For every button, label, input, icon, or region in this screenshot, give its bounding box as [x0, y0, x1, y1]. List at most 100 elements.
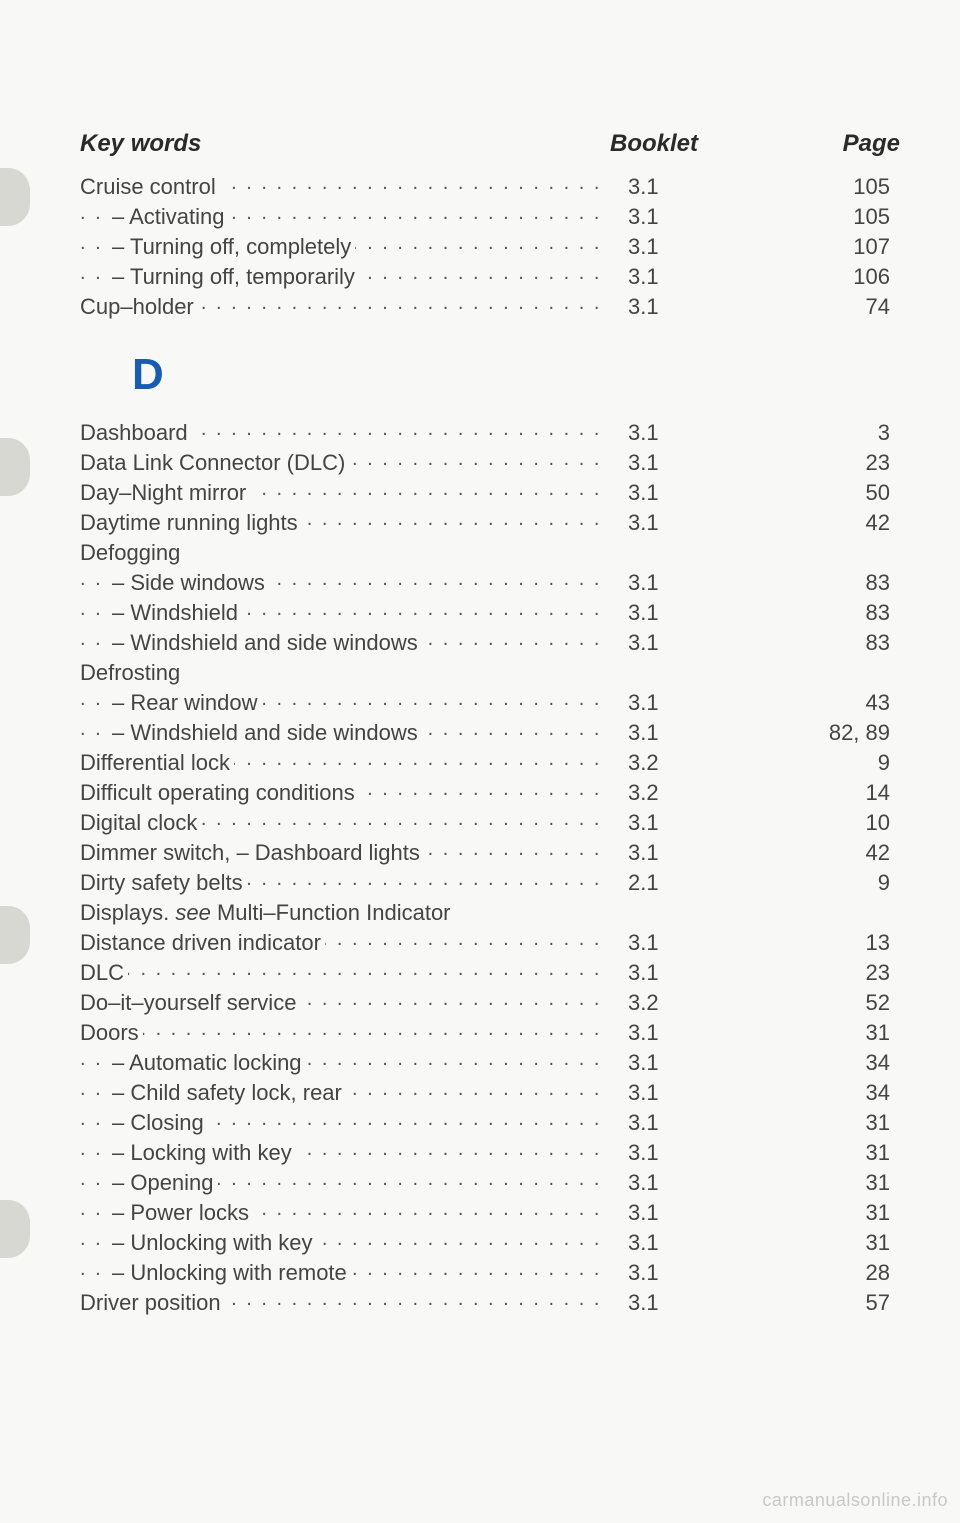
booklet-ref: 3.1 — [610, 838, 700, 868]
keyword-text: – Automatic locking — [112, 1050, 306, 1075]
index-keyword: Cruise control. . . . . . . . . . . . . … — [80, 172, 610, 202]
keyword-text: Cup–holder — [80, 294, 198, 319]
booklet-ref: 3.1 — [610, 478, 700, 508]
index-row: – Turning off, temporarily. . . . . . . … — [80, 262, 910, 292]
index-content: Cruise control. . . . . . . . . . . . . … — [80, 172, 910, 1318]
page-ref: 14 — [700, 778, 910, 808]
index-row: – Unlocking with remote. . . . . . . . .… — [80, 1258, 910, 1288]
index-row: – Unlocking with key. . . . . . . . . . … — [80, 1228, 910, 1258]
binder-tab — [0, 168, 30, 226]
keyword-text: – Windshield — [112, 600, 242, 625]
page-ref: 31 — [700, 1138, 910, 1168]
index-keyword: – Turning off, completely. . . . . . . .… — [80, 232, 610, 262]
page-ref: 13 — [700, 928, 910, 958]
index-keyword: Defogging — [80, 538, 610, 568]
page-ref: 83 — [700, 628, 910, 658]
keyword-text: – Windshield and side windows — [112, 720, 422, 745]
index-row: – Automatic locking. . . . . . . . . . .… — [80, 1048, 910, 1078]
booklet-ref: 3.1 — [610, 202, 700, 232]
index-row: Differential lock. . . . . . . . . . . .… — [80, 748, 910, 778]
index-row: – Child safety lock, rear. . . . . . . .… — [80, 1078, 910, 1108]
header-page: Page — [770, 130, 910, 158]
page-ref: 10 — [700, 808, 910, 838]
keyword-text: – Windshield and side windows — [112, 630, 422, 655]
booklet-ref: 3.1 — [610, 718, 700, 748]
index-keyword: – Rear window. . . . . . . . . . . . . .… — [80, 688, 610, 718]
keyword-text: Defogging — [80, 540, 184, 565]
keyword-text: – Unlocking with key — [112, 1230, 317, 1255]
keyword-text: – Opening — [112, 1170, 218, 1195]
page-ref: 3 — [700, 418, 910, 448]
binder-tab — [0, 906, 30, 964]
booklet-ref: 3.1 — [610, 1078, 700, 1108]
booklet-ref: 3.1 — [610, 1228, 700, 1258]
page-ref: 82, 89 — [700, 718, 910, 748]
keyword-text: Driver position — [80, 1290, 225, 1315]
page-ref: 31 — [700, 1228, 910, 1258]
index-keyword: Differential lock. . . . . . . . . . . .… — [80, 748, 610, 778]
page-ref: 83 — [700, 568, 910, 598]
keyword-text: Do–it–yourself service — [80, 990, 300, 1015]
booklet-ref: 3.1 — [610, 598, 700, 628]
index-row: Doors. . . . . . . . . . . . . . . . . .… — [80, 1018, 910, 1048]
index-row: Displays. see Multi–Function Indicator — [80, 898, 910, 928]
booklet-ref: 3.1 — [610, 418, 700, 448]
index-row: Daytime running lights. . . . . . . . . … — [80, 508, 910, 538]
keyword-text: Data Link Connector (DLC) — [80, 450, 349, 475]
page-ref: 23 — [700, 448, 910, 478]
index-keyword: Distance driven indicator. . . . . . . .… — [80, 928, 610, 958]
booklet-ref: 2.1 — [610, 868, 700, 898]
booklet-ref: 3.2 — [610, 988, 700, 1018]
keyword-text: – Turning off, temporarily — [112, 264, 359, 289]
index-row: Distance driven indicator. . . . . . . .… — [80, 928, 910, 958]
index-keyword: Digital clock. . . . . . . . . . . . . .… — [80, 808, 610, 838]
index-row: Do–it–yourself service. . . . . . . . . … — [80, 988, 910, 1018]
page-ref: 74 — [700, 292, 910, 322]
page-ref: 31 — [700, 1018, 910, 1048]
keyword-text: Day–Night mirror — [80, 480, 250, 505]
column-headers: Key words Booklet Page — [80, 130, 910, 158]
index-keyword: Dimmer switch, – Dashboard lights. . . .… — [80, 838, 610, 868]
index-keyword: Defrosting — [80, 658, 610, 688]
index-row: – Opening. . . . . . . . . . . . . . . .… — [80, 1168, 910, 1198]
page-ref: 107 — [700, 232, 910, 262]
keyword-text: Defrosting — [80, 660, 184, 685]
booklet-ref: 3.1 — [610, 232, 700, 262]
leader-dots: . . . . . . . . . . . . . . . . . . . . … — [80, 1018, 610, 1044]
page-ref: 50 — [700, 478, 910, 508]
booklet-ref: 3.1 — [610, 1288, 700, 1318]
index-row: Data Link Connector (DLC). . . . . . . .… — [80, 448, 910, 478]
index-keyword: – Automatic locking. . . . . . . . . . .… — [80, 1048, 610, 1078]
page-ref: 57 — [700, 1288, 910, 1318]
index-keyword: Daytime running lights. . . . . . . . . … — [80, 508, 610, 538]
index-row: – Closing. . . . . . . . . . . . . . . .… — [80, 1108, 910, 1138]
index-keyword: Data Link Connector (DLC). . . . . . . .… — [80, 448, 610, 478]
page-ref: 23 — [700, 958, 910, 988]
index-keyword: DLC. . . . . . . . . . . . . . . . . . .… — [80, 958, 610, 988]
page-ref: 31 — [700, 1168, 910, 1198]
page-ref: 31 — [700, 1108, 910, 1138]
index-keyword: – Closing. . . . . . . . . . . . . . . .… — [80, 1108, 610, 1138]
index-keyword: – Power locks. . . . . . . . . . . . . .… — [80, 1198, 610, 1228]
index-keyword: – Child safety lock, rear. . . . . . . .… — [80, 1078, 610, 1108]
keyword-text: Dimmer switch, – Dashboard lights — [80, 840, 424, 865]
index-keyword: – Windshield and side windows. . . . . .… — [80, 628, 610, 658]
section-letter: D — [132, 350, 910, 400]
keyword-text: – Turning off, completely — [112, 234, 355, 259]
keyword-text: Distance driven indicator — [80, 930, 325, 955]
index-row: Cup–holder. . . . . . . . . . . . . . . … — [80, 292, 910, 322]
booklet-ref: 3.1 — [610, 1258, 700, 1288]
index-keyword: Cup–holder. . . . . . . . . . . . . . . … — [80, 292, 610, 322]
keyword-text: – Child safety lock, rear — [112, 1080, 346, 1105]
index-keyword: – Unlocking with remote. . . . . . . . .… — [80, 1258, 610, 1288]
page-ref: 105 — [700, 172, 910, 202]
page-ref: 43 — [700, 688, 910, 718]
keyword-text: – Activating — [112, 204, 229, 229]
index-row: – Side windows. . . . . . . . . . . . . … — [80, 568, 910, 598]
watermark-text: carmanualsonline.info — [762, 1490, 948, 1511]
index-keyword: Dashboard. . . . . . . . . . . . . . . .… — [80, 418, 610, 448]
header-keywords: Key words — [80, 130, 610, 158]
booklet-ref: 3.1 — [610, 628, 700, 658]
booklet-ref: 3.1 — [610, 928, 700, 958]
booklet-ref: 3.1 — [610, 262, 700, 292]
